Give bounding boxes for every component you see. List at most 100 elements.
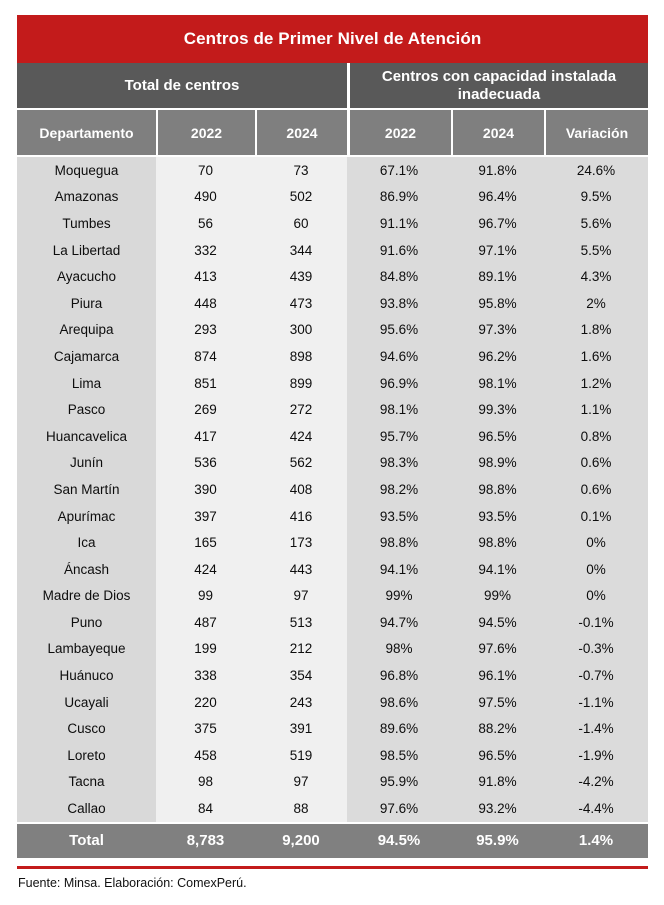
value-cell: -4.2% xyxy=(544,768,648,796)
value-cell: 96.1% xyxy=(451,662,544,689)
value-cell: 408 xyxy=(255,476,347,503)
value-cell: 173 xyxy=(255,529,347,556)
value-cell: 94.7% xyxy=(347,609,451,636)
value-cell: 1.6% xyxy=(544,343,648,370)
table-row: Ica 165 173 98.8% 98.8% 0% xyxy=(17,529,648,556)
value-cell: 99.3% xyxy=(451,396,544,423)
department-cell: Moquegua xyxy=(17,157,156,184)
value-cell: 73 xyxy=(255,157,347,184)
value-cell: 95.6% xyxy=(347,316,451,344)
value-cell: 0% xyxy=(544,529,648,556)
value-cell: -0.3% xyxy=(544,635,648,663)
table-row: Moquegua 70 73 67.1% 91.8% 24.6% xyxy=(17,157,648,184)
table-row: Lima 851 899 96.9% 98.1% 1.2% xyxy=(17,369,648,397)
value-cell: 0.1% xyxy=(544,502,648,530)
table-row: Amazonas 490 502 86.9% 96.4% 9.5% xyxy=(17,183,648,211)
value-cell: 97.1% xyxy=(451,236,544,264)
department-cell: Tacna xyxy=(17,768,156,796)
value-cell: 91.1% xyxy=(347,210,451,237)
total-centros-2024: 9,200 xyxy=(282,832,320,850)
total-inadecuada-2022: 94.5% xyxy=(377,832,421,850)
department-cell: Ucayali xyxy=(17,688,156,716)
value-cell: 898 xyxy=(255,343,347,370)
value-cell: 1.1% xyxy=(544,396,648,423)
value-cell: 94.1% xyxy=(451,555,544,583)
table-row: Tumbes 56 60 91.1% 96.7% 5.6% xyxy=(17,210,648,237)
value-cell: -1.9% xyxy=(544,742,648,769)
total-label: Total xyxy=(69,832,104,850)
column-group-header-row: Total de centros Centros con capacidad i… xyxy=(17,63,648,108)
statistics-table: Centros de Primer Nivel de Atención Tota… xyxy=(17,15,648,890)
value-cell: 0.6% xyxy=(544,449,648,477)
value-cell: 98.1% xyxy=(347,396,451,423)
department-cell: Callao xyxy=(17,795,156,822)
department-cell: Ayacucho xyxy=(17,263,156,290)
value-cell: 332 xyxy=(156,236,255,264)
value-cell: 0% xyxy=(544,582,648,610)
department-cell: Huánuco xyxy=(17,662,156,689)
value-cell: 391 xyxy=(255,715,347,743)
value-cell: 94.1% xyxy=(347,555,451,583)
value-cell: 91.8% xyxy=(451,157,544,184)
value-cell: 4.3% xyxy=(544,263,648,290)
department-cell: Ica xyxy=(17,529,156,556)
department-cell: Pasco xyxy=(17,396,156,423)
value-cell: 98 xyxy=(156,768,255,796)
value-cell: 899 xyxy=(255,369,347,397)
value-cell: 95.9% xyxy=(347,768,451,796)
value-cell: 413 xyxy=(156,263,255,290)
value-cell: 300 xyxy=(255,316,347,344)
value-cell: 272 xyxy=(255,396,347,423)
value-cell: 84.8% xyxy=(347,263,451,290)
value-cell: 519 xyxy=(255,742,347,769)
value-cell: 99 xyxy=(156,582,255,610)
value-cell: 448 xyxy=(156,289,255,317)
table-row: Cusco 375 391 89.6% 88.2% -1.4% xyxy=(17,715,648,743)
value-cell: 98.8% xyxy=(451,476,544,503)
table-row: Lambayeque 199 212 98% 97.6% -0.3% xyxy=(17,635,648,663)
value-cell: 344 xyxy=(255,236,347,264)
column-header-row: Departamento 2022 2024 2022 2024 Variaci… xyxy=(17,110,648,155)
group-header-capacidad-inadecuada: Centros con capacidad instalada inadecua… xyxy=(347,63,648,108)
value-cell: 98.9% xyxy=(451,449,544,477)
value-cell: 269 xyxy=(156,396,255,423)
value-cell: 354 xyxy=(255,662,347,689)
value-cell: 96.7% xyxy=(451,210,544,237)
department-cell: Cajamarca xyxy=(17,343,156,370)
value-cell: 473 xyxy=(255,289,347,317)
value-cell: 851 xyxy=(156,369,255,397)
column-header-inadecuada-2022: 2022 xyxy=(347,110,451,155)
department-cell: Lima xyxy=(17,369,156,397)
value-cell: 98.8% xyxy=(451,529,544,556)
value-cell: 0% xyxy=(544,555,648,583)
value-cell: 397 xyxy=(156,502,255,530)
group-header-total-centros: Total de centros xyxy=(124,76,240,94)
value-cell: 212 xyxy=(255,635,347,663)
department-cell: Piura xyxy=(17,289,156,317)
value-cell: 96.4% xyxy=(451,183,544,211)
value-cell: 1.2% xyxy=(544,369,648,397)
value-cell: 220 xyxy=(156,688,255,716)
value-cell: 439 xyxy=(255,263,347,290)
value-cell: 424 xyxy=(156,555,255,583)
department-cell: Lambayeque xyxy=(17,635,156,663)
value-cell: -4.4% xyxy=(544,795,648,822)
total-variacion: 1.4% xyxy=(578,832,614,850)
value-cell: 874 xyxy=(156,343,255,370)
table-row: Callao 84 88 97.6% 93.2% -4.4% xyxy=(17,795,648,822)
department-cell: La Libertad xyxy=(17,236,156,264)
value-cell: 458 xyxy=(156,742,255,769)
value-cell: 96.9% xyxy=(347,369,451,397)
value-cell: 91.8% xyxy=(451,768,544,796)
table-row: Junín 536 562 98.3% 98.9% 0.6% xyxy=(17,449,648,477)
value-cell: 97.6% xyxy=(451,635,544,663)
value-cell: 95.8% xyxy=(451,289,544,317)
value-cell: 98.2% xyxy=(347,476,451,503)
department-cell: Apurímac xyxy=(17,502,156,530)
value-cell: 88.2% xyxy=(451,715,544,743)
value-cell: 490 xyxy=(156,183,255,211)
department-cell: Madre de Dios xyxy=(17,582,156,610)
value-cell: 99% xyxy=(451,582,544,610)
value-cell: 513 xyxy=(255,609,347,636)
